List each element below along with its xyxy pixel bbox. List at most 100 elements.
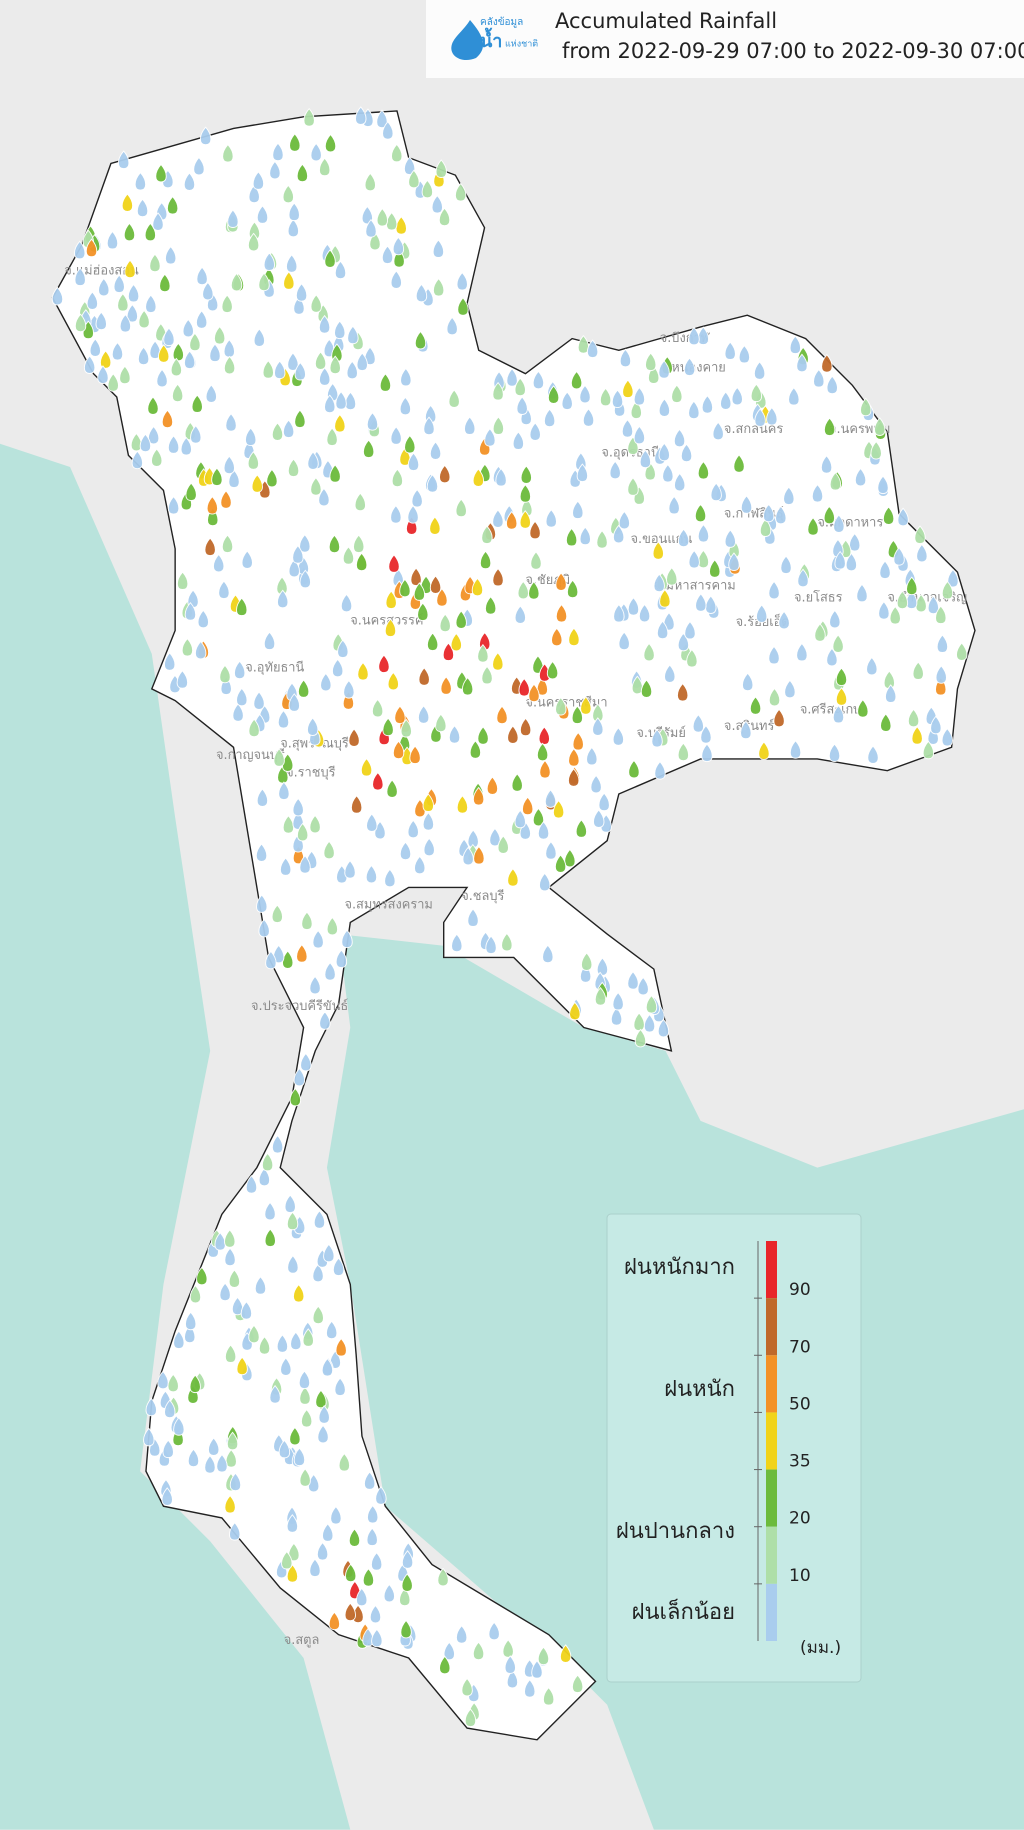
rain-station — [644, 352, 657, 372]
rain-station — [473, 845, 485, 865]
legend-color — [766, 1355, 777, 1413]
rain-station — [143, 1427, 155, 1447]
rain-station — [376, 109, 388, 129]
rain-station — [516, 396, 528, 415]
rain-station — [612, 991, 624, 1011]
rain-station — [224, 1247, 236, 1267]
rain-station — [586, 339, 599, 359]
rain-station — [89, 338, 101, 357]
rain-station — [338, 1452, 351, 1472]
rain-station — [586, 746, 598, 766]
rain-station — [344, 860, 356, 879]
rain-station — [261, 1152, 274, 1172]
rain-station — [167, 1373, 179, 1393]
rain-station — [382, 120, 394, 140]
rain-station — [225, 1448, 237, 1468]
rain-station — [543, 408, 556, 428]
rain-station — [300, 1052, 312, 1072]
rain-station — [854, 467, 867, 487]
rain-station — [446, 316, 458, 336]
rain-station — [382, 717, 394, 737]
rain-station — [457, 297, 469, 316]
rain-station — [292, 797, 304, 817]
province-label: จ.ชลบุรี — [461, 889, 504, 904]
rain-station — [310, 294, 322, 313]
rain-station — [231, 1296, 244, 1316]
rain-station — [568, 748, 580, 767]
rain-station — [426, 473, 439, 493]
rain-station — [683, 357, 696, 377]
rain-station — [220, 490, 232, 509]
rain-station — [271, 1134, 284, 1154]
rain-station — [318, 367, 331, 386]
rain-station — [340, 593, 353, 613]
rain-station — [164, 1399, 176, 1419]
rain-station — [400, 718, 412, 738]
rain-station — [212, 553, 225, 573]
rain-station — [240, 1300, 253, 1320]
rain-station — [184, 1311, 197, 1331]
rain-station — [658, 360, 670, 379]
rain-station — [505, 510, 518, 530]
rain-station — [294, 409, 306, 429]
rain-station — [287, 352, 299, 371]
rain-station — [754, 408, 766, 427]
rain-station — [376, 207, 389, 227]
rain-station — [258, 1167, 271, 1187]
rain-station — [572, 731, 584, 751]
rain-station — [565, 527, 578, 547]
rain-station — [147, 425, 160, 445]
rain-station — [677, 742, 690, 762]
rain-station — [388, 554, 400, 573]
rain-station — [74, 240, 86, 260]
rain-station — [907, 708, 920, 728]
rain-station — [889, 605, 901, 625]
rain-station — [348, 728, 360, 747]
rain-station — [552, 799, 565, 819]
rain-station — [638, 603, 651, 623]
rain-station — [911, 726, 923, 745]
rain-station — [599, 387, 612, 407]
rain-station — [571, 705, 584, 725]
rain-station — [472, 1641, 485, 1661]
rain-station — [176, 670, 189, 689]
rain-station — [789, 335, 802, 355]
province-label: จ.สตูล — [284, 1633, 320, 1648]
rain-station — [823, 417, 836, 437]
rain-station — [324, 249, 336, 268]
rain-station — [299, 533, 311, 553]
rain-station — [486, 776, 499, 795]
rain-station — [514, 377, 526, 397]
rain-station — [797, 568, 809, 588]
province-label: จ.ประจวบคีรีขันธ์ — [251, 998, 348, 1014]
rain-station — [813, 368, 825, 388]
rain-station — [288, 202, 300, 222]
rain-station — [228, 1269, 241, 1288]
rain-station — [870, 440, 882, 460]
rain-station — [472, 786, 485, 806]
rain-station — [481, 665, 493, 685]
rain-station — [866, 656, 878, 676]
rain-station — [287, 458, 300, 478]
rain-station — [694, 503, 707, 523]
rain-station — [342, 546, 355, 565]
rain-station — [502, 1639, 514, 1658]
rain-station — [335, 391, 347, 410]
rain-station — [464, 416, 476, 435]
rain-station — [145, 294, 157, 314]
rain-station — [400, 367, 412, 387]
rain-station — [835, 687, 848, 706]
rain-station — [555, 572, 567, 591]
rain-station — [99, 350, 112, 369]
rain-station — [609, 460, 621, 480]
rain-station — [221, 534, 234, 554]
rain-station — [807, 516, 819, 536]
rain-station — [811, 483, 824, 503]
legend-color — [766, 1298, 777, 1356]
rain-station — [407, 504, 419, 524]
rain-station — [884, 684, 897, 703]
rain-station — [492, 567, 504, 587]
rain-station — [555, 603, 568, 623]
rain-station — [504, 1655, 516, 1674]
rain-station — [414, 330, 427, 350]
